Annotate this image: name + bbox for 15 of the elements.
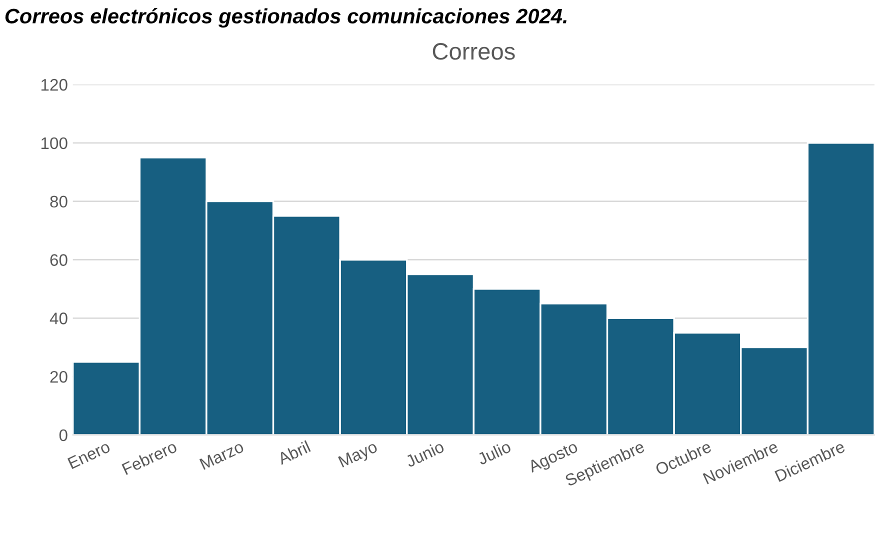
y-tick-label: 120 bbox=[41, 78, 68, 91]
y-tick-label: 100 bbox=[41, 137, 68, 150]
x-tick-label: Enero bbox=[67, 440, 111, 470]
x-tick-label: Junio bbox=[404, 440, 445, 468]
x-tick-label: Julio bbox=[476, 440, 512, 466]
x-tick-label: Marzo bbox=[199, 440, 244, 470]
y-tick-label: 40 bbox=[50, 312, 68, 324]
text: Correos electrónicos gestionados comunicaciones 2024. bbox=[5, 8, 566, 28]
x-tick-label: Abril bbox=[276, 440, 311, 465]
y-tick-label: 0 bbox=[59, 429, 68, 442]
y-tick-label: 60 bbox=[50, 254, 68, 266]
x-tick-label: Mayo bbox=[338, 440, 380, 471]
y-tick-label: 80 bbox=[50, 196, 68, 208]
y-tick-label: 20 bbox=[50, 370, 68, 383]
chart-title: Correos bbox=[432, 43, 515, 60]
